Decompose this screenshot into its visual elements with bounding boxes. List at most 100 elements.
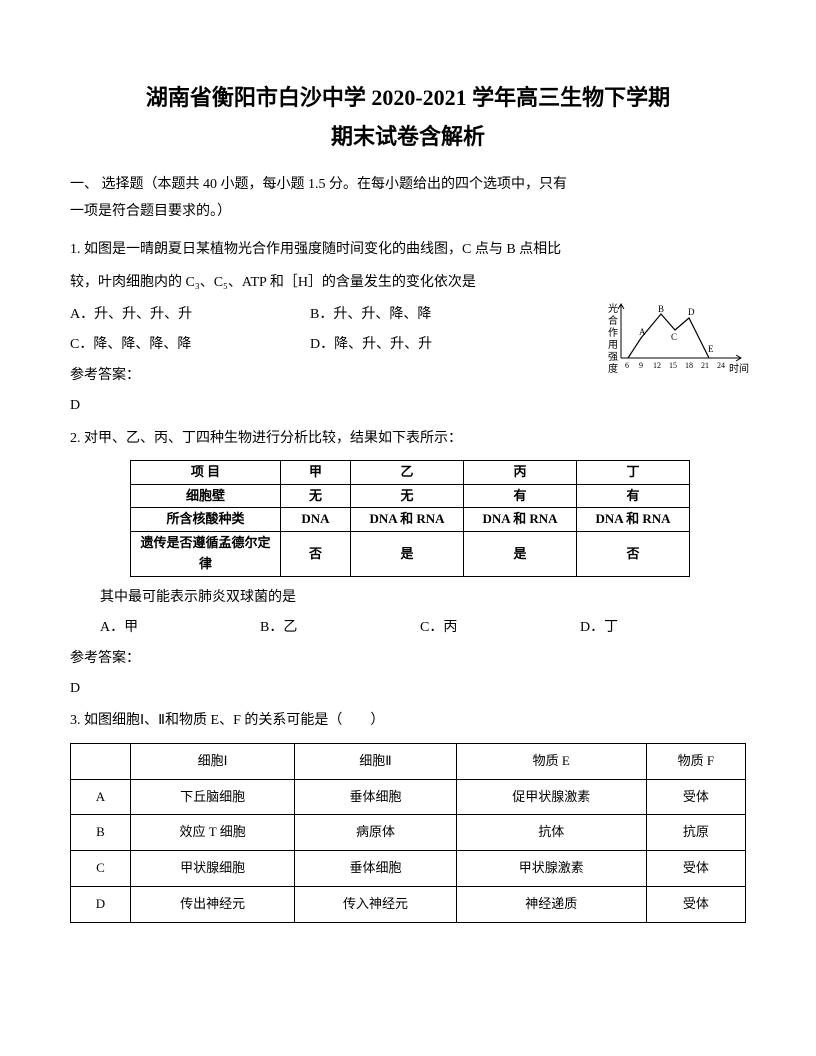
- chart-xtick-1: 9: [639, 361, 643, 370]
- q2-r0c0: 细胞壁: [131, 484, 281, 508]
- q3-r3c4: 受体: [646, 887, 745, 923]
- section-header-line2: 一项是符合题目要求的。）: [70, 201, 746, 223]
- q2-r0c4: 有: [577, 484, 690, 508]
- q3-th-4: 物质 F: [646, 743, 745, 779]
- page-title: 湖南省衡阳市白沙中学 2020-2021 学年高三生物下学期: [70, 80, 746, 115]
- q3-r1c3: 抗体: [456, 815, 646, 851]
- q2-option-c: C．丙: [420, 617, 580, 639]
- q2-r2c1: 否: [281, 532, 351, 577]
- q3-th-1: 细胞Ⅰ: [131, 743, 295, 779]
- q2-r2c4: 否: [577, 532, 690, 577]
- q3-r0c0: A: [71, 779, 131, 815]
- q3-r0c3: 促甲状腺激素: [456, 779, 646, 815]
- q3-text: 3. 如图细胞Ⅰ、Ⅱ和物质 E、F 的关系可能是（ ）: [70, 710, 746, 732]
- chart-xtick-2: 12: [653, 361, 661, 370]
- q3-r2c3: 甲状腺激素: [456, 851, 646, 887]
- chart-xlabel: 时间: [729, 362, 749, 375]
- q2-r2c3: 是: [464, 532, 577, 577]
- chart-ylabel-3: 作: [608, 327, 618, 339]
- q1-line1: 1. 如图是一晴朗夏日某植物光合作用强度随时间变化的曲线图，C 点与 B 点相比: [70, 239, 746, 261]
- q2-option-a: A．甲: [100, 617, 260, 639]
- table-row: 遗传是否遵循孟德尔定律 否 是 是 否: [131, 532, 690, 577]
- q2-table: 项 目 甲 乙 丙 丁 细胞壁 无 无 有 有 所含核酸种类 DNA DNA 和…: [130, 460, 690, 577]
- table-row: 项 目 甲 乙 丙 丁: [131, 460, 690, 484]
- chart-xtick-5: 21: [701, 361, 709, 370]
- chart-ylabel-2: 合: [608, 314, 618, 327]
- chart-ylabel-6: 度: [608, 362, 618, 375]
- q3-table: 细胞Ⅰ 细胞Ⅱ 物质 E 物质 F A 下丘脑细胞 垂体细胞 促甲状腺激素 受体…: [70, 743, 746, 923]
- q2-r0c1: 无: [281, 484, 351, 508]
- q3-r1c2: 病原体: [295, 815, 457, 851]
- chart-point-b: B: [658, 304, 664, 314]
- question-1: 1. 如图是一晴朗夏日某植物光合作用强度随时间变化的曲线图，C 点与 B 点相比…: [70, 239, 746, 417]
- table-row: C 甲状腺细胞 垂体细胞 甲状腺激素 受体: [71, 851, 746, 887]
- q1-option-c: C．降、降、降、降: [70, 334, 310, 356]
- section-header-line1: 一、 选择题（本题共 40 小题，每小题 1.5 分。在每小题给出的四个选项中，…: [70, 174, 746, 196]
- table-row: A 下丘脑细胞 垂体细胞 促甲状腺激素 受体: [71, 779, 746, 815]
- page-subtitle: 期末试卷含解析: [70, 119, 746, 154]
- q1-option-a: A．升、升、升、升: [70, 304, 310, 326]
- q3-r3c0: D: [71, 887, 131, 923]
- q3-r3c2: 传入神经元: [295, 887, 457, 923]
- q3-r0c4: 受体: [646, 779, 745, 815]
- chart-xtick-0: 6: [625, 361, 629, 370]
- q3-r2c4: 受体: [646, 851, 745, 887]
- q2-r1c4: DNA 和 RNA: [577, 508, 690, 532]
- q2-r1c0: 所含核酸种类: [131, 508, 281, 532]
- q2-r0c2: 无: [351, 484, 464, 508]
- q1-answer: D: [70, 395, 746, 417]
- q2-r0c3: 有: [464, 484, 577, 508]
- q3-r2c1: 甲状腺细胞: [131, 851, 295, 887]
- q3-r3c1: 传出神经元: [131, 887, 295, 923]
- table-row: B 效应 T 细胞 病原体 抗体 抗原: [71, 815, 746, 851]
- q3-r0c2: 垂体细胞: [295, 779, 457, 815]
- table-row: 所含核酸种类 DNA DNA 和 RNA DNA 和 RNA DNA 和 RNA: [131, 508, 690, 532]
- chart-xtick-3: 15: [669, 361, 677, 370]
- chart-point-e: E: [708, 344, 714, 354]
- q2-answer-label: 参考答案：: [70, 648, 746, 670]
- chart-ylabel-1: 光: [608, 302, 618, 315]
- table-row: 细胞Ⅰ 细胞Ⅱ 物质 E 物质 F: [71, 743, 746, 779]
- q2-th-4: 丁: [577, 460, 690, 484]
- q1-line2: 较，叶肉细胞内的 C₃、C₅、ATP 和［H］的含量发生的变化依次是: [70, 272, 746, 294]
- chart-xtick-4: 18: [685, 361, 693, 370]
- chart-xtick-6: 24: [717, 361, 725, 370]
- q2-th-0: 项 目: [131, 460, 281, 484]
- chart-point-c: C: [671, 332, 677, 342]
- q3-r1c1: 效应 T 细胞: [131, 815, 295, 851]
- q2-th-2: 乙: [351, 460, 464, 484]
- q2-r1c2: DNA 和 RNA: [351, 508, 464, 532]
- q2-r2c2: 是: [351, 532, 464, 577]
- photosynthesis-chart-svg: 光 合 作 用 强 度 A B C D E 6 9 12 15 18: [601, 300, 751, 382]
- q2-text: 2. 对甲、乙、丙、丁四种生物进行分析比较，结果如下表所示：: [70, 428, 746, 450]
- q3-th-0: [71, 743, 131, 779]
- q3-r1c4: 抗原: [646, 815, 745, 851]
- chart-point-a: A: [639, 327, 646, 337]
- chart-point-d: D: [688, 307, 695, 317]
- q2-option-b: B．乙: [260, 617, 420, 639]
- question-2: 2. 对甲、乙、丙、丁四种生物进行分析比较，结果如下表所示： 项 目 甲 乙 丙…: [70, 428, 746, 701]
- q3-r1c0: B: [71, 815, 131, 851]
- q3-r0c1: 下丘脑细胞: [131, 779, 295, 815]
- chart-ylabel-4: 用: [608, 340, 618, 351]
- q2-subtext: 其中最可能表示肺炎双球菌的是: [100, 587, 746, 609]
- q2-th-1: 甲: [281, 460, 351, 484]
- table-row: 细胞壁 无 无 有 有: [131, 484, 690, 508]
- question-3: 3. 如图细胞Ⅰ、Ⅱ和物质 E、F 的关系可能是（ ） 细胞Ⅰ 细胞Ⅱ 物质 E…: [70, 710, 746, 922]
- q3-th-2: 细胞Ⅱ: [295, 743, 457, 779]
- q2-r2c0: 遗传是否遵循孟德尔定律: [131, 532, 281, 577]
- q2-th-3: 丙: [464, 460, 577, 484]
- table-row: D 传出神经元 传入神经元 神经递质 受体: [71, 887, 746, 923]
- q3-th-3: 物质 E: [456, 743, 646, 779]
- q2-answer: D: [70, 678, 746, 700]
- q2-r1c1: DNA: [281, 508, 351, 532]
- q1-option-b: B．升、升、降、降: [310, 304, 510, 326]
- q2-option-d: D．丁: [580, 617, 740, 639]
- q1-chart: 光 合 作 用 强 度 A B C D E 6 9 12 15 18: [601, 300, 751, 382]
- q2-r1c3: DNA 和 RNA: [464, 508, 577, 532]
- q3-r2c0: C: [71, 851, 131, 887]
- chart-ylabel-5: 强: [608, 351, 618, 363]
- q3-r2c2: 垂体细胞: [295, 851, 457, 887]
- q3-r3c3: 神经递质: [456, 887, 646, 923]
- q1-option-d: D．降、升、升、升: [310, 334, 510, 356]
